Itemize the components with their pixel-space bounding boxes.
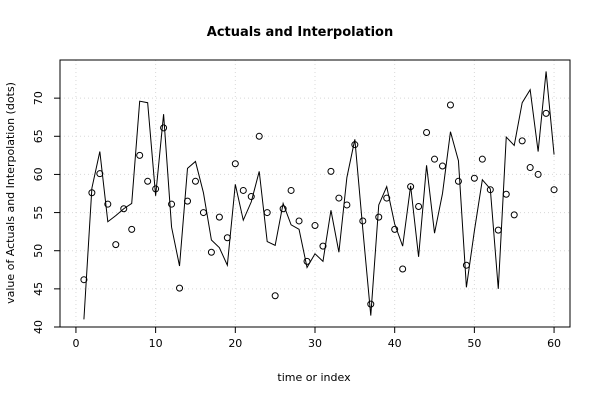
actual-point xyxy=(335,194,343,202)
actual-point xyxy=(303,257,311,265)
actual-point xyxy=(470,174,478,182)
actual-point xyxy=(486,186,494,194)
actual-point xyxy=(423,128,431,136)
actual-point xyxy=(215,213,223,221)
y-tick-label: 45 xyxy=(32,282,45,296)
actual-point xyxy=(478,155,486,163)
actuals-points xyxy=(80,101,558,308)
y-tick-label: 40 xyxy=(32,320,45,334)
x-axis-label: time or index xyxy=(277,371,351,384)
y-axis: 40 45 50 55 60 65 70 xyxy=(32,91,60,334)
actual-point xyxy=(375,213,383,221)
chart-title: Actuals and Interpolation xyxy=(207,25,393,40)
actual-point xyxy=(112,241,120,249)
actual-point xyxy=(152,185,160,193)
actual-point xyxy=(526,164,534,172)
actual-point xyxy=(263,209,271,217)
actual-point xyxy=(391,225,399,233)
actual-point xyxy=(542,109,550,117)
actual-point xyxy=(247,193,255,201)
actual-point xyxy=(279,205,287,213)
actual-point xyxy=(446,101,454,109)
y-tick-label: 65 xyxy=(32,129,45,143)
y-tick-label: 60 xyxy=(32,167,45,181)
actual-point xyxy=(231,160,239,168)
actual-point xyxy=(144,177,152,185)
x-tick-label: 20 xyxy=(228,337,242,350)
actual-point xyxy=(383,194,391,202)
grid xyxy=(60,60,570,328)
x-tick-label: 0 xyxy=(72,337,79,350)
x-tick-label: 50 xyxy=(467,337,481,350)
interpolation-line xyxy=(83,71,555,320)
actual-point xyxy=(510,211,518,219)
actual-point xyxy=(319,242,327,250)
actual-point xyxy=(80,276,88,284)
actual-point xyxy=(104,200,112,208)
actual-point xyxy=(271,292,279,300)
x-tick-label: 60 xyxy=(547,337,561,350)
actual-point xyxy=(199,209,207,217)
x-axis: 0 10 20 30 40 50 60 xyxy=(72,327,561,350)
x-tick-label: 40 xyxy=(388,337,402,350)
actual-point xyxy=(136,151,144,159)
actual-point xyxy=(160,124,168,132)
actual-point xyxy=(168,200,176,208)
actual-point xyxy=(120,205,128,213)
y-tick-label: 50 xyxy=(32,244,45,258)
actual-point xyxy=(399,265,407,273)
actual-point xyxy=(295,217,303,225)
actual-point xyxy=(239,186,247,194)
actual-point xyxy=(88,189,96,197)
actual-point xyxy=(367,300,375,308)
actual-point xyxy=(439,162,446,170)
actual-point xyxy=(311,222,319,230)
actual-point xyxy=(502,190,510,198)
y-axis-label: value of Actuals and Interpolation (dots… xyxy=(4,82,17,304)
actual-point xyxy=(96,170,104,178)
actual-point xyxy=(343,201,351,209)
actual-point xyxy=(534,170,542,178)
actual-point xyxy=(407,183,415,191)
actual-point xyxy=(359,217,367,225)
actual-point xyxy=(207,248,215,256)
actual-point xyxy=(223,234,231,242)
y-tick-label: 55 xyxy=(32,206,45,220)
x-tick-label: 10 xyxy=(149,337,163,350)
actual-point xyxy=(431,155,439,163)
actual-point xyxy=(255,132,263,140)
actual-point xyxy=(287,186,295,194)
actual-point xyxy=(462,261,470,269)
actual-point xyxy=(518,137,526,145)
actual-point xyxy=(191,177,199,185)
actual-point xyxy=(184,197,191,205)
actual-point xyxy=(494,226,502,234)
actual-point xyxy=(351,141,359,149)
y-tick-label: 70 xyxy=(32,91,45,105)
actual-point xyxy=(327,167,335,175)
actual-point xyxy=(128,225,136,233)
actual-point xyxy=(415,202,423,210)
actual-point xyxy=(454,177,462,185)
x-tick-label: 30 xyxy=(308,337,322,350)
actual-point xyxy=(176,284,184,292)
actual-point xyxy=(550,186,558,194)
